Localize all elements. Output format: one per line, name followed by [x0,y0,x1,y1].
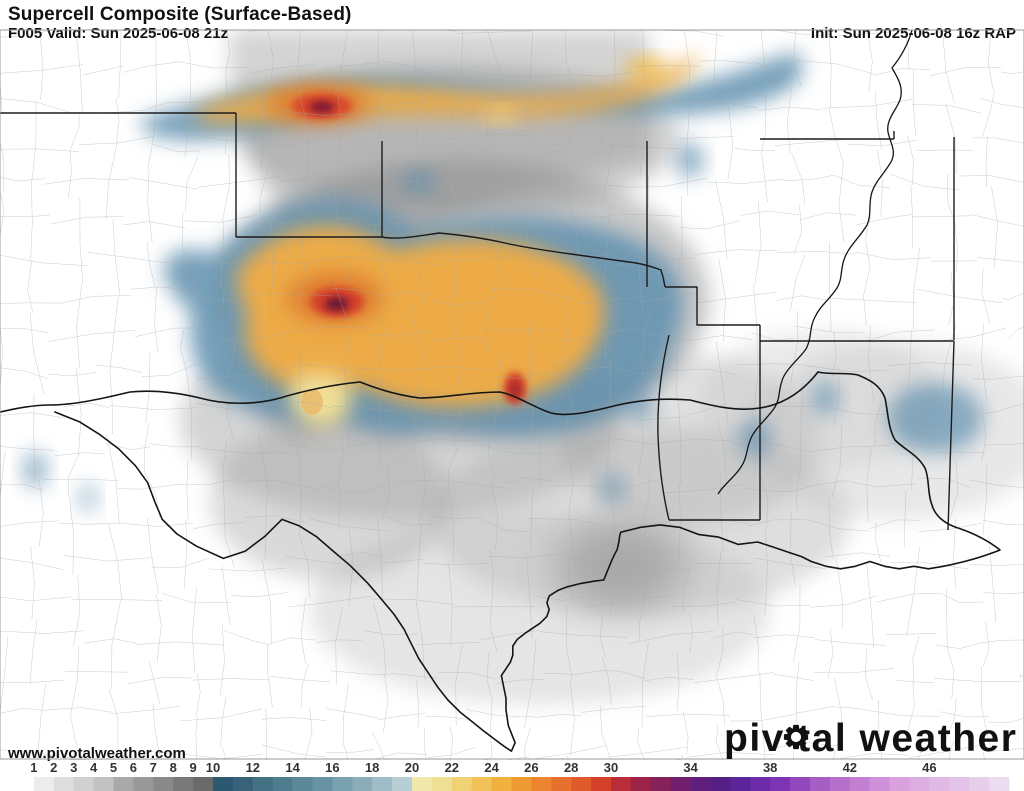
svg-text:3: 3 [70,760,77,775]
svg-text:4: 4 [90,760,98,775]
svg-text:22: 22 [445,760,459,775]
svg-text:14: 14 [285,760,300,775]
svg-text:10: 10 [206,760,220,775]
svg-text:18: 18 [365,760,379,775]
svg-text:9: 9 [189,760,196,775]
svg-text:8: 8 [170,760,177,775]
svg-text:28: 28 [564,760,578,775]
svg-text:42: 42 [843,760,857,775]
svg-text:6: 6 [130,760,137,775]
svg-text:16: 16 [325,760,339,775]
svg-text:12: 12 [246,760,260,775]
svg-text:34: 34 [683,760,698,775]
svg-text:30: 30 [604,760,618,775]
svg-text:46: 46 [922,760,936,775]
svg-text:24: 24 [484,760,499,775]
svg-text:20: 20 [405,760,419,775]
svg-text:5: 5 [110,760,117,775]
svg-text:2: 2 [50,760,57,775]
svg-text:7: 7 [150,760,157,775]
svg-text:26: 26 [524,760,538,775]
svg-text:1: 1 [30,760,37,775]
svg-text:38: 38 [763,760,777,775]
